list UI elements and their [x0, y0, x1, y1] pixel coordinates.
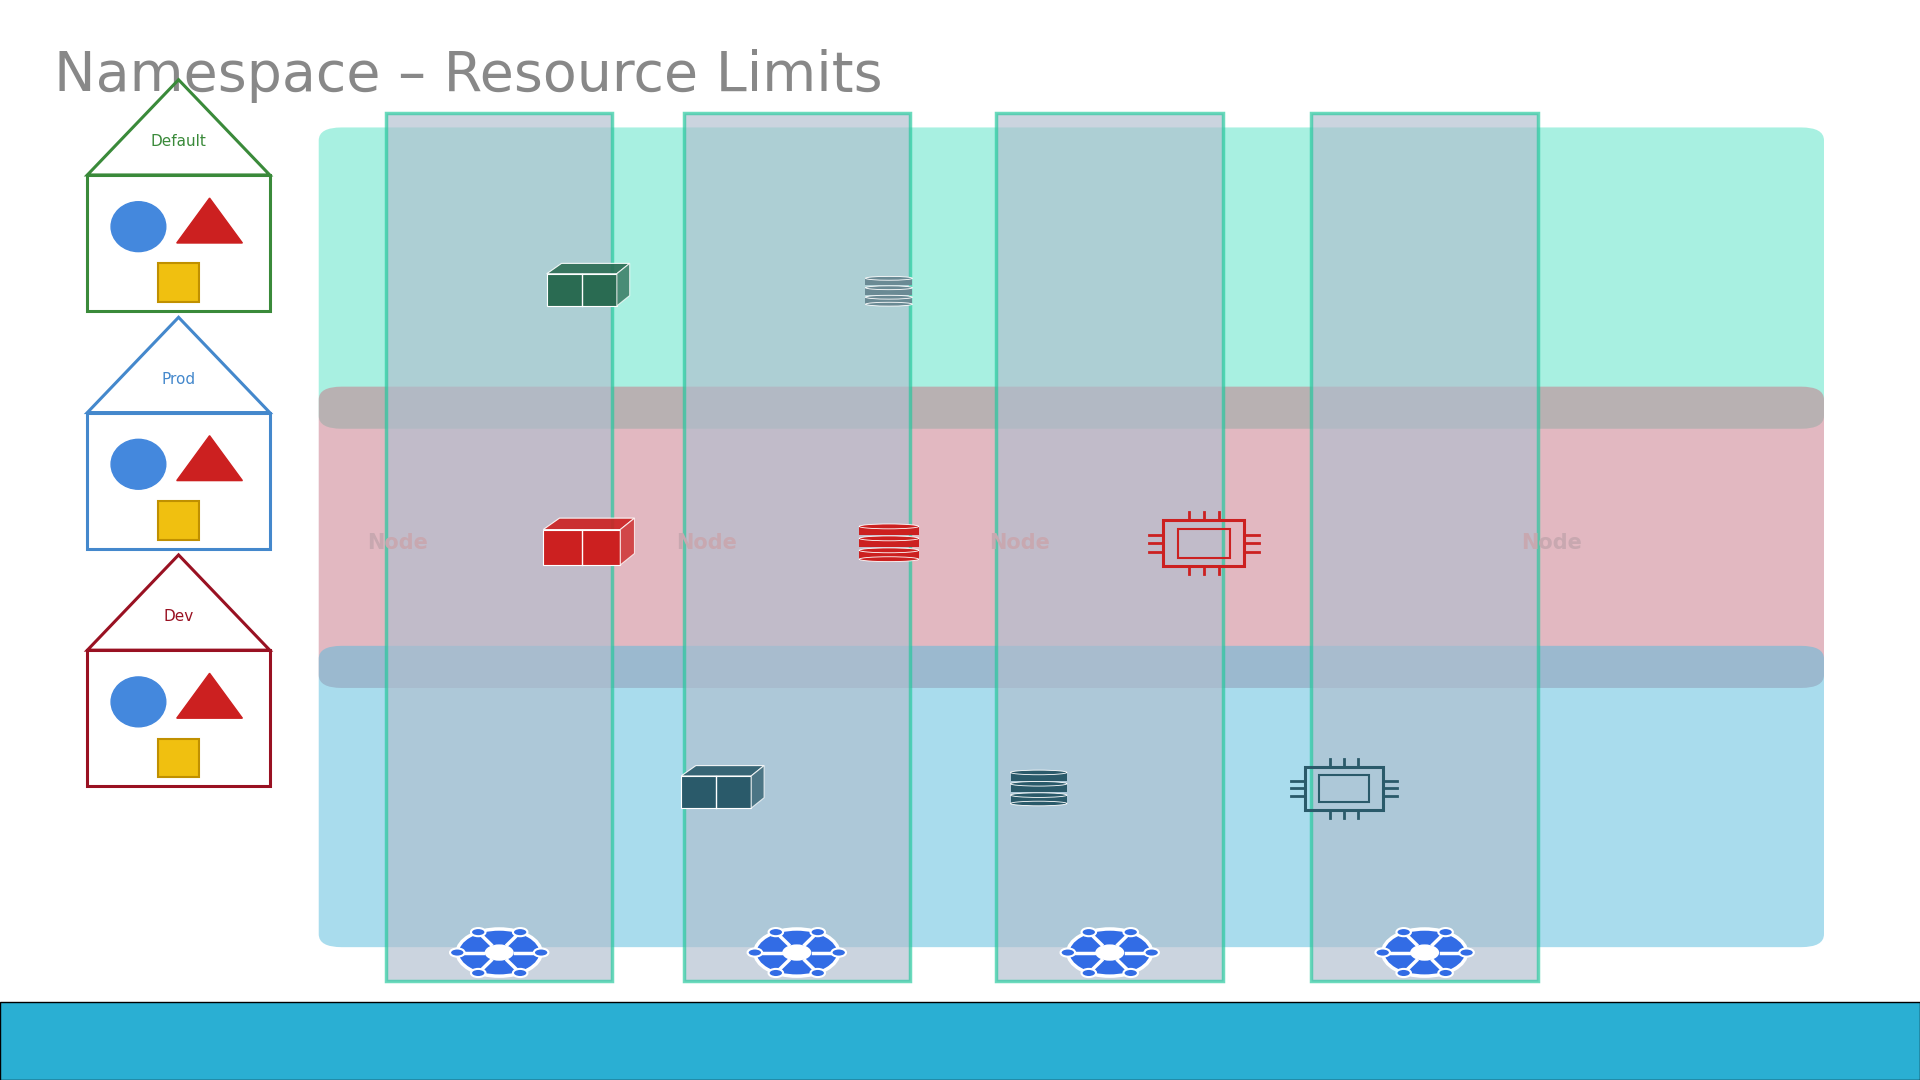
- Text: Prod: Prod: [161, 372, 196, 387]
- FancyBboxPatch shape: [858, 538, 920, 548]
- Circle shape: [1081, 928, 1096, 936]
- Circle shape: [470, 969, 486, 977]
- FancyBboxPatch shape: [319, 387, 1824, 688]
- Circle shape: [1123, 969, 1139, 977]
- Circle shape: [1409, 944, 1440, 961]
- Circle shape: [810, 969, 826, 977]
- Circle shape: [831, 948, 847, 957]
- Circle shape: [1068, 929, 1152, 976]
- Circle shape: [1396, 928, 1411, 936]
- FancyBboxPatch shape: [319, 646, 1824, 947]
- Ellipse shape: [866, 276, 912, 280]
- Polygon shape: [751, 766, 764, 808]
- Circle shape: [1144, 948, 1160, 957]
- Circle shape: [484, 944, 515, 961]
- Circle shape: [1060, 948, 1075, 957]
- Circle shape: [768, 969, 783, 977]
- Circle shape: [1382, 929, 1467, 976]
- Circle shape: [755, 929, 839, 976]
- Polygon shape: [620, 518, 634, 565]
- Ellipse shape: [858, 557, 920, 562]
- Polygon shape: [616, 264, 630, 306]
- Polygon shape: [177, 198, 242, 243]
- Polygon shape: [177, 673, 242, 718]
- Circle shape: [810, 928, 826, 936]
- Circle shape: [513, 969, 528, 977]
- Ellipse shape: [111, 677, 165, 727]
- Circle shape: [449, 948, 465, 957]
- FancyBboxPatch shape: [684, 113, 910, 981]
- Circle shape: [1081, 969, 1096, 977]
- Text: Namespace – Resource Limits: Namespace – Resource Limits: [54, 49, 883, 103]
- FancyBboxPatch shape: [159, 739, 198, 778]
- Text: Node: Node: [676, 534, 737, 553]
- Circle shape: [457, 929, 541, 976]
- Circle shape: [513, 928, 528, 936]
- Polygon shape: [543, 518, 634, 529]
- FancyBboxPatch shape: [319, 127, 1824, 429]
- FancyBboxPatch shape: [1010, 784, 1068, 792]
- Circle shape: [1375, 948, 1390, 957]
- Text: Node: Node: [989, 534, 1050, 553]
- Ellipse shape: [111, 202, 165, 252]
- FancyBboxPatch shape: [543, 529, 620, 565]
- Ellipse shape: [866, 286, 912, 289]
- FancyBboxPatch shape: [547, 273, 616, 306]
- Circle shape: [1123, 928, 1139, 936]
- Circle shape: [1396, 969, 1411, 977]
- FancyBboxPatch shape: [866, 279, 912, 285]
- Circle shape: [781, 944, 812, 961]
- FancyBboxPatch shape: [682, 775, 751, 808]
- Circle shape: [768, 928, 783, 936]
- Circle shape: [747, 948, 762, 957]
- Polygon shape: [547, 264, 630, 273]
- Ellipse shape: [858, 548, 920, 553]
- Ellipse shape: [1010, 801, 1068, 806]
- Ellipse shape: [866, 302, 912, 306]
- Text: Default: Default: [150, 134, 207, 149]
- Ellipse shape: [1010, 782, 1068, 786]
- Polygon shape: [177, 435, 242, 481]
- FancyBboxPatch shape: [88, 650, 269, 786]
- FancyBboxPatch shape: [1010, 795, 1068, 804]
- FancyBboxPatch shape: [866, 287, 912, 295]
- Circle shape: [534, 948, 549, 957]
- Ellipse shape: [1010, 793, 1068, 797]
- Text: Node: Node: [367, 534, 428, 553]
- FancyBboxPatch shape: [0, 1002, 1920, 1080]
- FancyBboxPatch shape: [88, 413, 269, 549]
- FancyBboxPatch shape: [159, 264, 198, 302]
- Text: Dev: Dev: [163, 609, 194, 624]
- Circle shape: [1438, 969, 1453, 977]
- Ellipse shape: [1010, 770, 1068, 774]
- FancyBboxPatch shape: [858, 551, 920, 559]
- Ellipse shape: [858, 524, 920, 529]
- Ellipse shape: [111, 440, 165, 489]
- Text: Node: Node: [1521, 534, 1582, 553]
- FancyBboxPatch shape: [1311, 113, 1538, 981]
- FancyBboxPatch shape: [996, 113, 1223, 981]
- FancyBboxPatch shape: [858, 526, 920, 536]
- Ellipse shape: [858, 536, 920, 541]
- FancyBboxPatch shape: [159, 501, 198, 540]
- FancyBboxPatch shape: [1010, 772, 1068, 781]
- FancyBboxPatch shape: [866, 297, 912, 305]
- Circle shape: [1438, 928, 1453, 936]
- Circle shape: [1094, 944, 1125, 961]
- Circle shape: [1459, 948, 1475, 957]
- FancyBboxPatch shape: [386, 113, 612, 981]
- Polygon shape: [682, 766, 764, 775]
- Ellipse shape: [866, 295, 912, 299]
- Circle shape: [470, 928, 486, 936]
- FancyBboxPatch shape: [88, 175, 269, 311]
